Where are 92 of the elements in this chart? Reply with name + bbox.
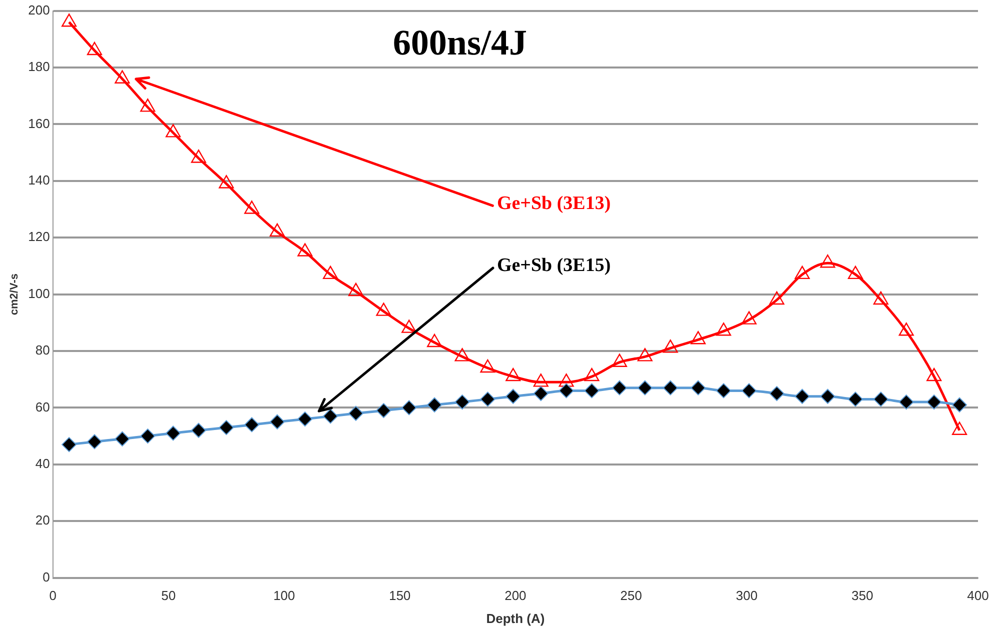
point bbox=[558, 383, 574, 398]
point bbox=[612, 380, 628, 396]
point bbox=[297, 412, 312, 427]
y-tick-label: 80 bbox=[35, 342, 50, 358]
point bbox=[584, 368, 600, 382]
point bbox=[322, 408, 338, 424]
x-tick-label: 250 bbox=[620, 588, 642, 604]
y-tick-label: 40 bbox=[35, 456, 50, 471]
point bbox=[742, 311, 757, 324]
x-tick-label: 350 bbox=[852, 588, 874, 604]
point bbox=[191, 422, 206, 438]
point bbox=[297, 243, 313, 256]
point bbox=[898, 394, 914, 410]
x-tick-label: 200 bbox=[504, 588, 526, 604]
point bbox=[558, 374, 574, 387]
point bbox=[454, 348, 470, 362]
point bbox=[454, 394, 470, 410]
point bbox=[348, 282, 364, 296]
point bbox=[270, 223, 285, 237]
point bbox=[322, 266, 338, 280]
point bbox=[952, 397, 967, 412]
point bbox=[140, 428, 156, 444]
point bbox=[191, 150, 206, 163]
x-tick-label: 300 bbox=[736, 588, 758, 604]
point bbox=[402, 400, 417, 416]
point bbox=[86, 42, 102, 56]
point bbox=[794, 388, 810, 404]
y-tick-label: 20 bbox=[35, 512, 50, 528]
point bbox=[62, 437, 77, 452]
point bbox=[612, 354, 628, 367]
y-tick-label: 120 bbox=[28, 229, 50, 244]
point bbox=[769, 386, 784, 402]
point bbox=[873, 392, 888, 407]
point bbox=[716, 322, 732, 336]
point bbox=[926, 368, 942, 382]
point bbox=[716, 383, 732, 398]
point bbox=[402, 320, 417, 333]
point bbox=[244, 200, 260, 214]
point bbox=[873, 291, 888, 305]
point bbox=[114, 70, 130, 84]
point bbox=[662, 380, 678, 396]
x-tick-label: 50 bbox=[161, 588, 176, 604]
point bbox=[637, 380, 652, 396]
point bbox=[742, 383, 757, 398]
x-axis-title: Depth (A) bbox=[486, 610, 545, 626]
y-tick-label: 200 bbox=[28, 2, 50, 18]
point bbox=[848, 266, 863, 280]
point bbox=[114, 431, 130, 446]
point bbox=[820, 388, 836, 404]
point bbox=[480, 359, 496, 373]
point bbox=[690, 331, 706, 344]
y-tick-label: 140 bbox=[28, 172, 50, 188]
point bbox=[898, 322, 914, 336]
point bbox=[926, 394, 942, 410]
point bbox=[348, 406, 364, 421]
point bbox=[218, 420, 234, 436]
y-tick-label: 0 bbox=[42, 569, 50, 584]
point bbox=[506, 388, 521, 404]
point bbox=[533, 374, 548, 387]
x-tick-label: 100 bbox=[273, 588, 296, 604]
point bbox=[662, 340, 678, 353]
text: Ge+Sb (3E13) bbox=[496, 192, 611, 215]
point bbox=[376, 403, 392, 418]
point bbox=[140, 98, 156, 112]
point bbox=[244, 417, 260, 432]
chart-title: 600ns/4J bbox=[392, 22, 527, 62]
x-tick-label: 150 bbox=[388, 588, 411, 604]
point bbox=[426, 334, 442, 348]
point bbox=[480, 392, 496, 407]
point bbox=[270, 414, 285, 430]
point bbox=[794, 266, 810, 280]
y-tick-label: 100 bbox=[28, 286, 50, 301]
point bbox=[218, 175, 234, 188]
point bbox=[427, 397, 442, 412]
x-tick-label: 400 bbox=[967, 588, 989, 604]
point bbox=[848, 392, 863, 407]
y-tick-label: 160 bbox=[28, 116, 50, 131]
point bbox=[690, 380, 706, 396]
point bbox=[584, 383, 600, 398]
point bbox=[87, 434, 102, 450]
point bbox=[533, 386, 548, 402]
point bbox=[166, 124, 181, 138]
text: Ge+Sb (3E15) bbox=[496, 254, 611, 277]
y-tick-label: 180 bbox=[28, 59, 50, 74]
y-axis-title: cm2/V-s bbox=[8, 274, 21, 316]
y-tick-label: 60 bbox=[35, 399, 50, 414]
point bbox=[769, 291, 784, 305]
point bbox=[506, 368, 521, 382]
point bbox=[820, 254, 836, 268]
point bbox=[376, 302, 392, 316]
point bbox=[166, 426, 181, 441]
point bbox=[637, 348, 652, 362]
